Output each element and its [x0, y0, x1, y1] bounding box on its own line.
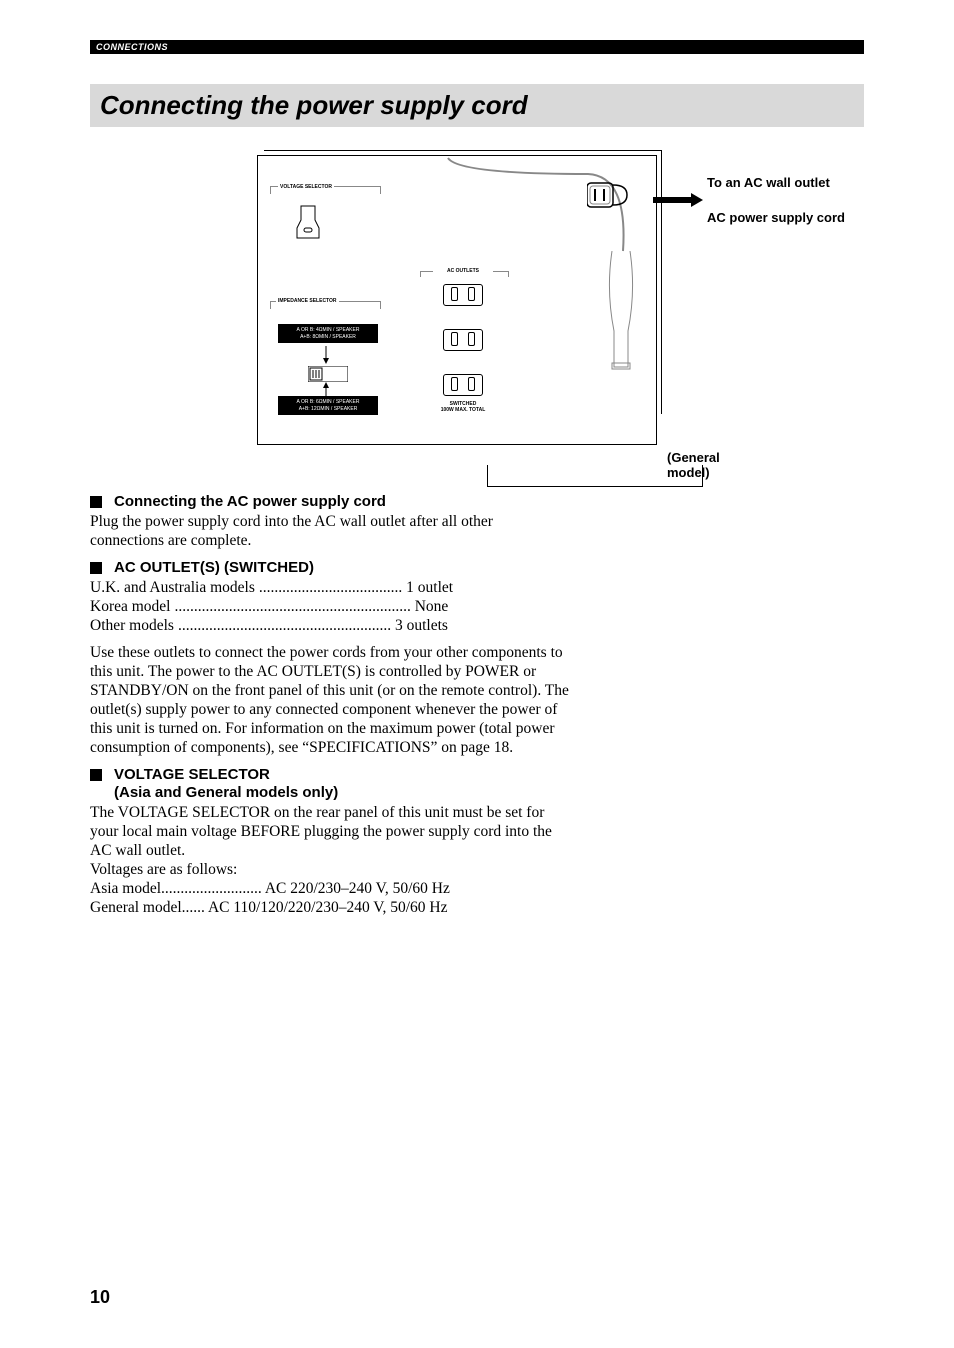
impedance-text-bottom: A OR B: 6ΩMIN / SPEAKER A+B: 12ΩMIN / SP…	[278, 396, 378, 415]
voltage-row-left: General model	[90, 899, 182, 918]
subheading-ac-outlets-text: AC OUTLET(S) (SWITCHED)	[114, 559, 314, 577]
voltage-selector-vline-right	[380, 186, 381, 194]
voltage-row-right-value: AC 220/230–240 V, 50/60 Hz	[265, 880, 450, 897]
square-bullet-icon	[90, 562, 102, 574]
body-columns: Connecting the AC power supply cord Plug…	[90, 489, 864, 918]
outlet-row-left: Korea model	[90, 598, 170, 617]
ac-plug-icon	[587, 175, 637, 215]
voltage-selector-heading-line1: VOLTAGE SELECTOR	[114, 766, 270, 783]
impedance-selector-label: IMPEDANCE SELECTOR	[276, 298, 339, 304]
voltage-selector-vline-left	[270, 186, 271, 194]
switched-label: SWITCHED 100W MAX. TOTAL	[433, 401, 493, 413]
para-ac-outlets-body: Use these outlets to connect the power c…	[90, 644, 570, 757]
section-label-bar: CONNECTIONS	[90, 40, 864, 54]
main-heading: Connecting the power supply cord	[90, 84, 864, 127]
outlet-slot	[468, 332, 475, 346]
label-to-wall-outlet: To an AC wall outlet	[707, 175, 897, 190]
ac-outlets-vline-right	[508, 271, 509, 277]
impedance-arrow-bottom	[326, 382, 327, 396]
ac-outlet-2	[443, 329, 483, 351]
impedance-selector-vline-right	[380, 301, 381, 309]
impedance-text-top: A OR B: 4ΩMIN / SPEAKER A+B: 8ΩMIN / SPE…	[278, 324, 378, 343]
impedance-text-top-line2: A+B: 8ΩMIN / SPEAKER	[281, 334, 375, 341]
diagram-area: VOLTAGE SELECTOR IMPEDANCE SELECTOR A OR…	[90, 155, 864, 465]
outlet-row-other: Other models ...........................…	[90, 617, 570, 636]
outlet-row-right: ........................................…	[178, 617, 448, 636]
subheading-voltage-selector-text: VOLTAGE SELECTOR (Asia and General model…	[114, 766, 338, 803]
voltage-row-general: General model ...... AC 110/120/220/230–…	[90, 899, 570, 918]
voltage-selector-icon	[293, 202, 323, 242]
outlet-row-right-value: 3 outlets	[395, 617, 448, 634]
subheading-voltage-selector: VOLTAGE SELECTOR (Asia and General model…	[90, 766, 570, 803]
voltage-row-right: .......................... AC 220/230–24…	[161, 880, 450, 899]
ac-outlet-1	[443, 284, 483, 306]
square-bullet-icon	[90, 769, 102, 781]
outlet-slot	[468, 377, 475, 391]
ac-outlet-3	[443, 374, 483, 396]
main-heading-text: Connecting the power supply cord	[100, 90, 528, 120]
ac-outlets-label: AC OUTLETS	[433, 268, 493, 274]
ac-outlets-vline-left	[420, 271, 421, 277]
outlet-row-left: Other models	[90, 617, 174, 636]
left-column: Connecting the AC power supply cord Plug…	[90, 489, 570, 918]
outlet-slot	[451, 287, 458, 301]
side-labels: To an AC wall outlet AC power supply cor…	[707, 171, 897, 225]
outlet-slot	[451, 332, 458, 346]
label-ac-power-cord: AC power supply cord	[707, 210, 897, 225]
diagram-box: VOLTAGE SELECTOR IMPEDANCE SELECTOR A OR…	[257, 155, 697, 465]
subheading-connecting-ac: Connecting the AC power supply cord	[90, 493, 570, 511]
subheading-ac-outlets: AC OUTLET(S) (SWITCHED)	[90, 559, 570, 577]
para-connecting-ac: Plug the power supply cord into the AC w…	[90, 513, 570, 551]
outlet-row-right: ........................................…	[174, 598, 448, 617]
subheading-connecting-ac-text: Connecting the AC power supply cord	[114, 493, 386, 511]
voltage-selector-heading-line2: (Asia and General models only)	[114, 784, 338, 801]
voltage-row-left: Asia model	[90, 880, 161, 899]
section-label-text: CONNECTIONS	[96, 42, 168, 52]
outlet-slot	[468, 287, 475, 301]
square-bullet-icon	[90, 496, 102, 508]
cord-strain-relief-icon	[606, 251, 636, 371]
outlet-row-left: U.K. and Australia models	[90, 579, 255, 598]
impedance-switch-icon	[308, 366, 348, 382]
impedance-text-bottom-line2: A+B: 12ΩMIN / SPEAKER	[281, 406, 375, 413]
para-voltage-selector-body: The VOLTAGE SELECTOR on the rear panel o…	[90, 804, 570, 861]
outlet-row-right-value: 1 outlet	[406, 579, 453, 596]
outlet-row-korea: Korea model ............................…	[90, 598, 570, 617]
outlet-slot	[451, 377, 458, 391]
page-number: 10	[90, 1287, 110, 1308]
outlet-row-right: ..................................... 1 …	[259, 579, 453, 598]
outlet-row-right-value: None	[415, 598, 449, 615]
voltages-intro: Voltages are as follows:	[90, 861, 570, 880]
voltage-row-asia: Asia model .......................... AC…	[90, 880, 570, 899]
switched-label-line2: 100W MAX. TOTAL	[433, 407, 493, 413]
impedance-selector-vline-left	[270, 301, 271, 309]
label-general-model: (General model)	[667, 450, 720, 480]
impedance-arrow-top	[326, 346, 327, 364]
voltage-row-right-value: AC 110/120/220/230–240 V, 50/60 Hz	[208, 899, 448, 916]
voltage-selector-label: VOLTAGE SELECTOR	[278, 184, 334, 190]
outlet-row-uk: U.K. and Australia models ..............…	[90, 579, 570, 598]
voltage-row-right: ...... AC 110/120/220/230–240 V, 50/60 H…	[182, 899, 448, 918]
arrow-right-icon	[653, 193, 703, 207]
